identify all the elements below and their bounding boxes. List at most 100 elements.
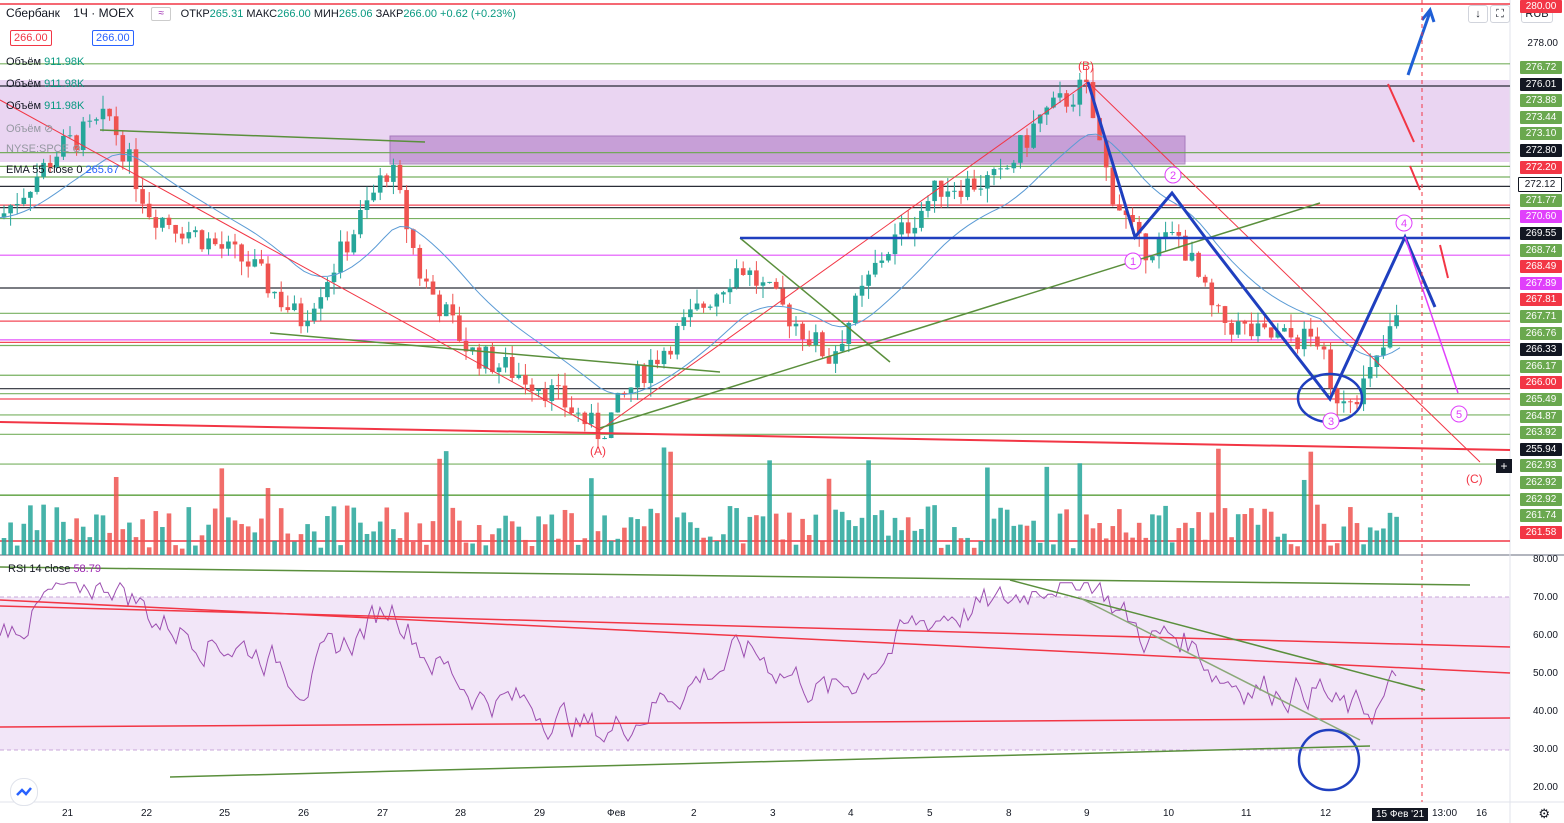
volume-bar xyxy=(1202,539,1208,555)
candle-body xyxy=(371,192,376,201)
candle-body xyxy=(120,135,126,162)
candle-body xyxy=(232,241,238,245)
volume-bar xyxy=(595,531,601,555)
candle-body xyxy=(265,263,271,294)
volume-bar xyxy=(245,526,251,555)
volume-bar xyxy=(1295,546,1300,555)
axis-price-label: 269.55 xyxy=(1520,227,1562,240)
indicator-ema[interactable]: EMA 55 close 0 265.67 xyxy=(6,164,120,176)
volume-bar xyxy=(1130,537,1135,555)
candle-body xyxy=(1169,232,1175,234)
candle-body xyxy=(978,188,984,190)
volume-bar xyxy=(463,542,469,555)
candle-body xyxy=(186,232,192,239)
volume-bar xyxy=(212,508,218,555)
candle-body xyxy=(1242,321,1248,324)
volume-bar xyxy=(1229,537,1234,555)
wave-count-circle xyxy=(1124,252,1142,270)
logo-icon xyxy=(16,787,32,796)
candle-body xyxy=(496,367,502,373)
wave-count-circle xyxy=(1450,405,1468,423)
candle-body xyxy=(754,270,759,286)
volume-bar xyxy=(344,505,350,555)
axis-rsi-tick: 70.00 xyxy=(1532,592,1558,603)
volume-bar xyxy=(272,540,277,555)
volume-bar xyxy=(562,509,568,555)
candle-body xyxy=(958,190,964,197)
volume-bar xyxy=(483,545,489,555)
axis-price-label: 268.74 xyxy=(1520,244,1562,257)
volume-bar xyxy=(298,534,304,555)
interval-label[interactable]: 1Ч xyxy=(73,6,88,20)
candle-body xyxy=(1255,323,1261,337)
volume-bar xyxy=(1077,463,1083,555)
candle-body xyxy=(483,346,489,369)
axis-price-label: 268.49 xyxy=(1520,260,1562,273)
crosshair-plus-icon[interactable]: + xyxy=(1496,459,1512,473)
time-axis-tick: 21 xyxy=(62,808,74,819)
candle-body xyxy=(1183,235,1188,261)
candle-body xyxy=(1150,256,1155,261)
candle-body xyxy=(648,359,654,384)
settings-gear-icon[interactable]: ⚙ xyxy=(1538,806,1550,821)
indicator-spce[interactable]: NYSE:SPCE ⊘ xyxy=(6,143,82,155)
axis-price-tick: 278.00 xyxy=(1527,38,1558,49)
compare-icon[interactable]: ≈ xyxy=(151,6,172,21)
candle-body xyxy=(1037,114,1043,124)
volume-bar xyxy=(1268,511,1274,555)
scroll-down-button[interactable]: ↓ xyxy=(1468,5,1488,23)
volume-bar xyxy=(127,522,132,555)
volume-bar xyxy=(47,542,53,555)
indicator-volume-1[interactable]: Объём 911.98K xyxy=(6,56,85,68)
volume-bar xyxy=(1374,530,1380,555)
candle-body xyxy=(628,387,634,395)
symbol-name[interactable]: Сбербанк xyxy=(6,6,60,20)
candle-body xyxy=(391,164,396,182)
volume-bar xyxy=(892,517,898,555)
sell-price-box[interactable]: 266.00 xyxy=(10,30,52,46)
volume-bar xyxy=(734,508,739,555)
candle-body xyxy=(714,294,720,307)
candle-body xyxy=(1051,97,1056,108)
volume-bar xyxy=(61,521,66,555)
volume-bar xyxy=(945,544,951,555)
volume-bar xyxy=(582,538,588,555)
time-axis-tick: 28 xyxy=(455,808,467,819)
eye-hidden-icon[interactable]: ⊘ xyxy=(72,143,82,155)
volume-bar xyxy=(186,507,192,555)
fullscreen-button[interactable]: ⛶ xyxy=(1490,5,1510,23)
axis-price-label: 276.72 xyxy=(1520,61,1562,74)
volume-bar xyxy=(1051,544,1056,555)
indicator-volume-hidden[interactable]: Объём ⊘ xyxy=(6,123,54,135)
indicator-volume-2[interactable]: Объём 911.98K xyxy=(6,78,85,90)
volume-bar xyxy=(925,506,931,555)
candle-body xyxy=(1209,282,1215,306)
green-trend-3 xyxy=(739,237,891,363)
candle-body xyxy=(476,347,482,369)
current-time-label: 13:00 xyxy=(1432,808,1458,819)
axis-price-label: 272.20 xyxy=(1520,161,1562,174)
volume-bar xyxy=(41,504,46,555)
volume-bar xyxy=(67,538,73,555)
volume-bar xyxy=(641,526,647,555)
indicator-volume-3[interactable]: Объём 911.98K xyxy=(6,100,85,112)
candle-body xyxy=(575,412,581,414)
candle-body xyxy=(338,241,343,273)
tradingview-logo[interactable] xyxy=(10,778,38,806)
volume-bar xyxy=(1156,515,1162,555)
eye-hidden-icon[interactable]: ⊘ xyxy=(44,123,54,135)
axis-price-label: 264.87 xyxy=(1520,410,1562,423)
candle-body xyxy=(740,268,746,275)
volume-bar xyxy=(787,512,792,555)
candle-body xyxy=(872,262,878,275)
volume-bar xyxy=(1348,507,1353,555)
candle-body xyxy=(529,384,535,391)
candle-body xyxy=(1004,168,1010,170)
rsi-green-line-4 xyxy=(1079,597,1361,741)
buy-price-box[interactable]: 266.00 xyxy=(92,30,134,46)
candle-body xyxy=(384,175,390,182)
exchange-label: MOEX xyxy=(98,6,134,20)
volume-bar xyxy=(707,536,713,555)
rsi-legend[interactable]: RSI 14 close 58.79 xyxy=(8,563,101,575)
